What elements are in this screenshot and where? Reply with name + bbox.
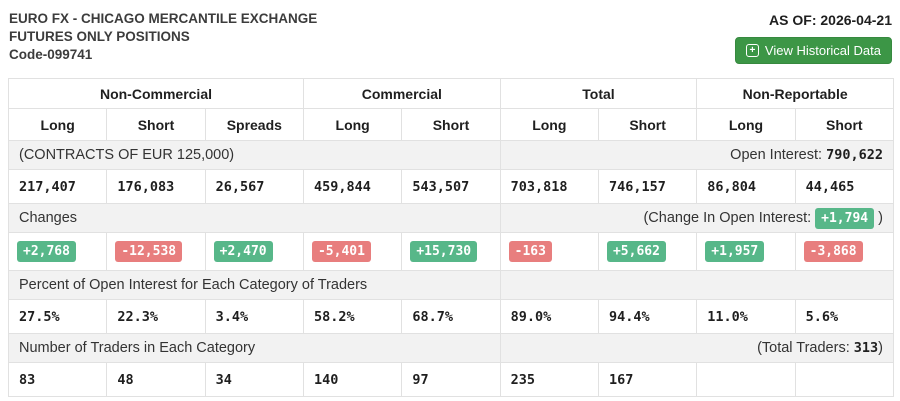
change-badge: +2,768	[17, 241, 76, 262]
change-badge: +1,957	[705, 241, 765, 262]
position-cell: 543,507	[401, 169, 501, 204]
col-header-nc-spreads: Spreads	[204, 108, 304, 141]
change-cell: +15,730	[401, 232, 501, 271]
traders-cell: 167	[597, 362, 698, 397]
percent-cell: 58.2%	[302, 299, 403, 334]
header-right: AS OF: 2026-04-21 + View Historical Data	[734, 10, 892, 78]
traders-cell: 83	[7, 362, 108, 397]
percent-cell: 22.3%	[106, 299, 206, 334]
change-badge: +15,730	[410, 241, 478, 262]
open-interest-label: Open Interest:	[730, 147, 823, 163]
title-code: Code-099741	[9, 47, 93, 62]
col-header-nc-long: Long	[7, 108, 108, 141]
change-badge: +2,470	[213, 241, 273, 262]
change-badge: -3,868	[803, 241, 863, 262]
cot-report-table: Non-Commercial Commercial Total Non-Repo…	[7, 78, 895, 397]
col-group-total: Total	[499, 78, 698, 109]
position-cell: 26,567	[204, 169, 304, 204]
changes-row: +2,768 -12,538 +2,470 -5,401 +15,730 -16…	[7, 232, 895, 271]
traders-cell	[794, 362, 895, 397]
change-in-oi-cell: (Change In Open Interest: +1,794 )	[499, 203, 895, 233]
change-cell: -12,538	[106, 232, 206, 271]
traders-cell: 97	[401, 362, 501, 397]
traders-cell: 34	[204, 362, 304, 397]
col-header-c-short: Short	[401, 108, 501, 141]
contracts-row: (CONTRACTS OF EUR 125,000) Open Interest…	[8, 140, 895, 170]
position-cell: 459,844	[302, 169, 403, 204]
changes-label: Changes	[8, 203, 501, 233]
total-traders-cell: (Total Traders: 313)	[499, 333, 895, 363]
change-badge: +5,662	[606, 241, 666, 262]
view-historical-data-button[interactable]: + View Historical Data	[734, 37, 892, 64]
total-traders-suffix: )	[878, 340, 883, 356]
col-header-nc-short: Short	[106, 108, 206, 141]
position-cell: 44,465	[794, 169, 895, 204]
calendar-plus-icon: +	[745, 44, 759, 57]
percent-empty-cell	[499, 270, 895, 300]
position-cell: 217,407	[7, 169, 108, 204]
open-interest-cell: Open Interest: 790,622	[499, 140, 895, 170]
traders-label: Number of Traders in Each Category	[8, 333, 501, 363]
view-historical-data-label: View Historical Data	[764, 43, 881, 58]
changes-header-row: Changes (Change In Open Interest: +1,794…	[8, 203, 895, 233]
traders-cell	[696, 362, 796, 397]
position-cell: 703,818	[499, 169, 599, 204]
percent-cell: 5.6%	[794, 299, 895, 334]
change-cell: -5,401	[302, 232, 403, 271]
percent-cell: 3.4%	[204, 299, 304, 334]
column-group-row: Non-Commercial Commercial Total Non-Repo…	[8, 78, 894, 109]
col-header-nr-long: Long	[696, 108, 796, 141]
total-traders-label: (Total Traders:	[757, 340, 850, 356]
position-cell: 86,804	[696, 169, 796, 204]
change-cell: +2,768	[7, 232, 108, 271]
change-cell: -3,868	[794, 232, 895, 271]
column-header-row: Long Short Spreads Long Short Long Short…	[7, 108, 895, 141]
change-cell: -163	[499, 232, 599, 271]
percent-cell: 94.4%	[597, 299, 698, 334]
traders-cell: 235	[499, 362, 599, 397]
traders-cell: 48	[106, 362, 206, 397]
percent-cell: 89.0%	[499, 299, 599, 334]
percent-cell: 68.7%	[401, 299, 501, 334]
col-group-commercial: Commercial	[302, 78, 501, 109]
col-group-non-reportable: Non-Reportable	[696, 78, 894, 109]
change-in-oi-label: (Change In Open Interest:	[643, 209, 812, 226]
title-exchange: EURO FX - CHICAGO MERCANTILE EXCHANGE	[9, 11, 318, 26]
traders-header-row: Number of Traders in Each Category (Tota…	[8, 333, 895, 363]
change-cell: +5,662	[597, 232, 698, 271]
position-cell: 176,083	[106, 169, 206, 204]
change-cell: +1,957	[696, 232, 796, 271]
change-badge: -5,401	[311, 241, 371, 262]
col-header-t-long: Long	[499, 108, 599, 141]
traders-row: 83 48 34 140 97 235 167	[7, 362, 895, 397]
as-of-date: AS OF: 2026-04-21	[769, 12, 892, 28]
position-cell: 746,157	[597, 169, 698, 204]
total-traders-value: 313	[853, 340, 879, 356]
change-badge: -12,538	[115, 241, 183, 262]
col-group-non-commercial: Non-Commercial	[8, 78, 304, 109]
col-header-c-long: Long	[302, 108, 403, 141]
percents-row: 27.5% 22.3% 3.4% 58.2% 68.7% 89.0% 94.4%…	[7, 299, 895, 334]
positions-row: 217,407 176,083 26,567 459,844 543,507 7…	[7, 169, 895, 204]
col-header-t-short: Short	[597, 108, 698, 141]
page-header: EURO FX - CHICAGO MERCANTILE EXCHANGE FU…	[0, 0, 900, 78]
change-cell: +2,470	[204, 232, 304, 271]
percent-cell: 11.0%	[696, 299, 796, 334]
contracts-unit-label: (CONTRACTS OF EUR 125,000)	[8, 140, 501, 170]
change-badge: -163	[508, 241, 552, 262]
percent-label: Percent of Open Interest for Each Catego…	[8, 270, 501, 300]
page-title: EURO FX - CHICAGO MERCANTILE EXCHANGE FU…	[9, 10, 317, 78]
change-in-oi-suffix: )	[878, 209, 883, 226]
percent-cell: 27.5%	[7, 299, 108, 334]
col-header-nr-short: Short	[794, 108, 895, 141]
open-interest-value: 790,622	[826, 147, 883, 163]
percent-header-row: Percent of Open Interest for Each Catego…	[8, 270, 895, 300]
traders-cell: 140	[302, 362, 403, 397]
change-in-oi-badge: +1,794	[815, 207, 875, 229]
title-positions-type: FUTURES ONLY POSITIONS	[9, 29, 190, 44]
